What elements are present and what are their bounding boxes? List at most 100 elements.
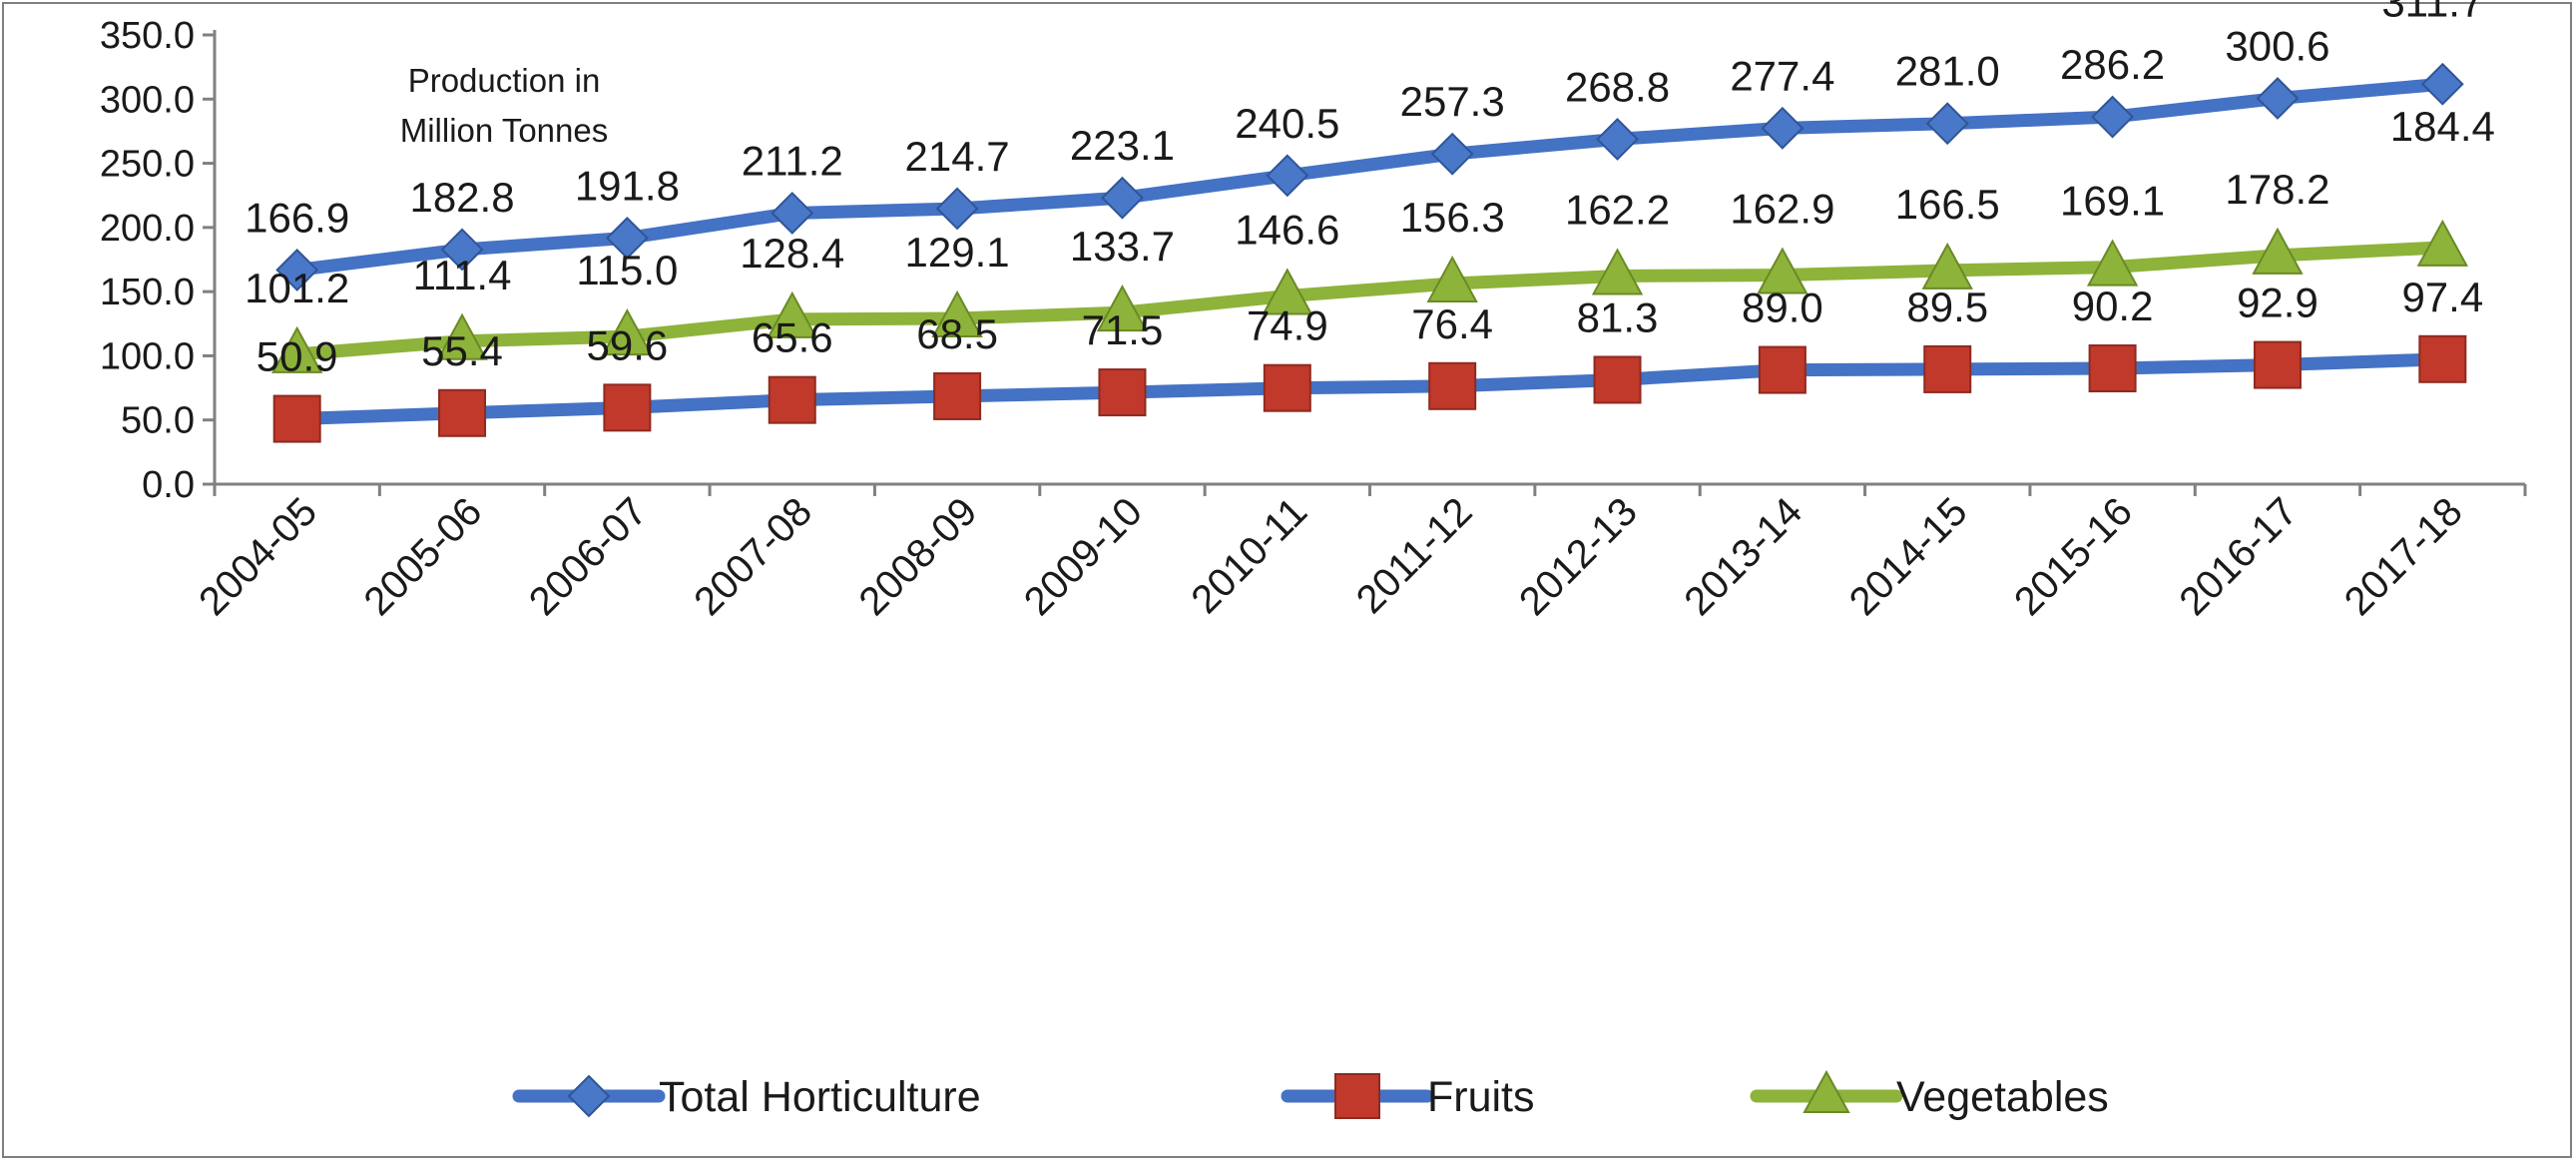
series-point-vegetables [767,290,818,338]
series-point-total [1101,176,1144,220]
y-tick-label: 300.0 [100,79,195,121]
series-point-fruits [1428,361,1477,410]
legend-marker-diamond [567,1074,611,1118]
chart-note-line-1: Production in [407,62,601,99]
data-label: 281.0 [1895,48,2000,95]
data-label: 214.7 [905,133,1010,180]
series-point-total [2420,62,2464,106]
data-label: 300.6 [2225,23,2329,70]
data-label: 156.3 [1400,194,1505,241]
data-label: 97.4 [2401,274,2483,320]
series-point-vegetables [2086,239,2139,287]
series-point-total [935,187,979,231]
series-point-fruits [2088,344,2137,393]
series-point-vegetables [1921,242,1973,290]
legend-marker-triangle [1803,1069,1850,1113]
x-tick-label: 2010-11 [1183,489,1315,622]
data-label: 128.4 [740,230,844,277]
y-tick-label: 0.0 [142,464,195,506]
series-point-total [2091,95,2135,139]
data-label: 191.8 [575,162,680,209]
data-label: 90.2 [2072,283,2154,329]
data-label: 68.5 [916,310,998,357]
y-tick-label: 150.0 [100,272,195,313]
data-label: 81.3 [1577,293,1659,340]
x-tick-label: 2007-08 [686,489,820,624]
data-label: 76.4 [1411,300,1493,347]
series-line-2 [290,241,2449,361]
legend-label-2: Vegetables [1896,1073,2109,1121]
data-label: 55.4 [421,327,503,374]
data-label: 111.4 [413,252,512,298]
data-label: 89.0 [1742,285,1823,331]
x-tick-label: 2005-06 [355,489,490,624]
data-label: 50.9 [257,333,338,380]
series-point-total [605,216,649,260]
series-point-fruits [1923,344,1972,393]
x-tick-label: 2008-09 [851,489,986,624]
x-tick-label: 2011-12 [1348,489,1481,622]
series-point-total [1925,102,1969,146]
series-point-vegetables [2252,227,2304,275]
x-tick-label: 2006-07 [521,489,656,624]
data-label: 211.2 [742,137,843,184]
data-label: 166.5 [1895,181,2000,228]
data-label: 240.5 [1235,100,1339,147]
data-label: 89.5 [1906,284,1988,330]
series-point-fruits [2418,334,2467,383]
series-point-fruits [438,388,487,437]
x-tick-label: 2015-16 [2006,489,2141,624]
chart-note-line-2: Million Tonnes [399,112,609,149]
x-tick-label: 2017-18 [2336,489,2471,624]
data-label: 257.3 [1400,78,1505,125]
data-label: 101.2 [245,265,349,311]
data-label: 74.9 [1247,302,1328,349]
series-point-total [771,192,814,235]
data-label: 166.9 [245,194,349,241]
data-label: 92.9 [2237,280,2318,326]
data-label: 133.7 [1070,223,1175,270]
series-point-vegetables [1591,248,1644,295]
y-tick-label: 250.0 [100,144,195,186]
series-point-vegetables [1262,268,1313,315]
y-tick-label: 50.0 [121,400,195,442]
y-tick-label: 200.0 [100,208,195,250]
data-label: 129.1 [905,229,1010,276]
data-label: 182.8 [409,174,514,221]
legend-label-1: Fruits [1427,1073,1535,1121]
series-point-total [440,228,484,272]
series-point-total [1596,117,1639,161]
series-point-fruits [603,383,652,432]
series-point-fruits [768,375,816,424]
data-label: 277.4 [1730,52,1834,99]
series-point-total [1266,154,1309,198]
legend-marker-square [1334,1073,1380,1119]
series-point-vegetables [601,308,654,356]
x-tick-label: 2004-05 [191,489,325,624]
data-label: 268.8 [1565,63,1670,110]
data-label: 65.6 [752,314,833,361]
x-tick-label: 2016-17 [2171,489,2306,624]
series-line-0 [290,77,2449,277]
legend-label-0: Total Horticulture [659,1073,981,1121]
series-point-vegetables [931,290,983,338]
series-point-vegetables [2416,219,2469,267]
data-label: 146.6 [1235,207,1339,254]
x-tick-label: 2009-10 [1016,489,1151,624]
series-point-fruits [1098,368,1147,417]
data-label: 115.0 [576,247,678,293]
data-label: 184.4 [2390,103,2495,150]
series-point-vegetables [436,312,488,360]
chart-note: Production in Million Tonnes [359,56,649,156]
data-label: 162.9 [1730,186,1834,233]
data-label: 178.2 [2225,166,2329,213]
data-label: 311.7 [2381,0,2483,25]
y-tick-label: 350.0 [100,15,195,57]
data-label: 71.5 [1082,306,1164,353]
series-point-total [2256,77,2300,120]
series-point-vegetables [1757,247,1808,294]
data-label: 169.1 [2060,178,2165,225]
series-point-total [1761,106,1804,150]
series-point-vegetables [1096,285,1149,332]
